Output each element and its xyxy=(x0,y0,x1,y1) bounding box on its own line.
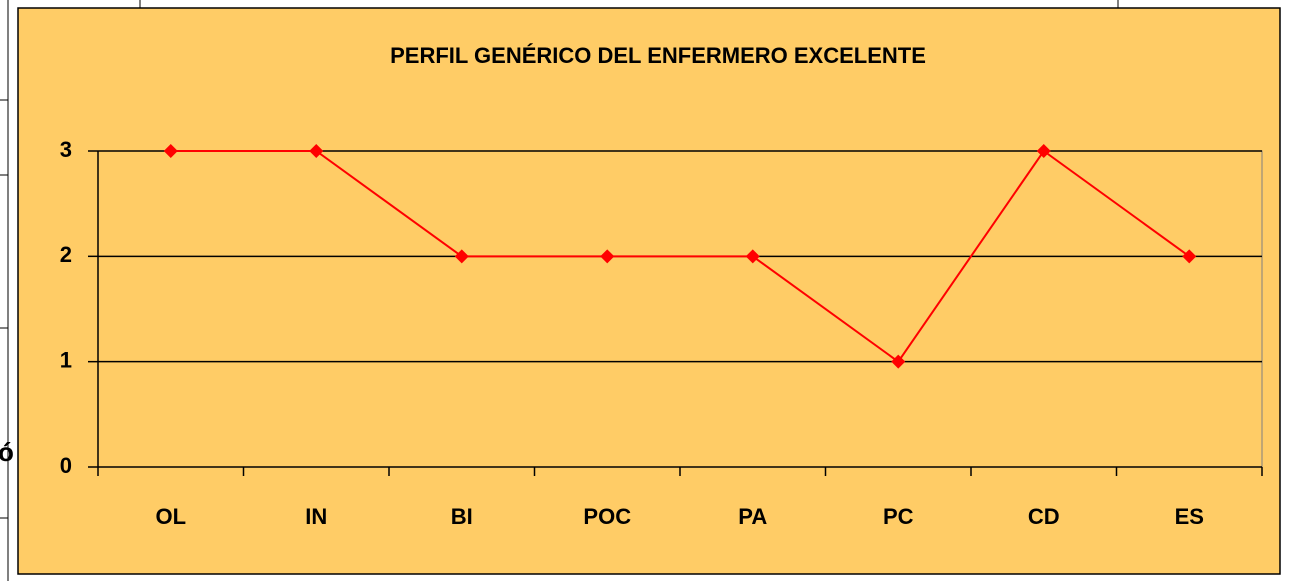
marker xyxy=(891,354,906,369)
x-tick-label: ES xyxy=(1175,504,1204,529)
y-tick-label: 2 xyxy=(60,242,72,267)
x-tick-label: IN xyxy=(305,504,327,529)
x-tick-label: OL xyxy=(155,504,186,529)
y-tick-label: 1 xyxy=(60,347,72,372)
chart-area xyxy=(17,7,1281,575)
x-tick-label: CD xyxy=(1028,504,1060,529)
marker xyxy=(600,249,615,264)
series-line xyxy=(170,149,1190,364)
x-tick-label: BI xyxy=(451,504,473,529)
marker xyxy=(1036,144,1051,158)
marker xyxy=(1182,249,1197,264)
x-tick-label: PC xyxy=(883,504,914,529)
marker xyxy=(309,144,324,158)
marker xyxy=(163,144,178,158)
document-fragment: ó xyxy=(0,437,14,467)
x-tick-label: POC xyxy=(583,504,631,529)
document-table-lines xyxy=(0,0,1119,581)
y-tick-label: 0 xyxy=(60,453,72,478)
marker xyxy=(454,249,469,264)
x-tick-label: PA xyxy=(738,504,767,529)
y-tick-label: 3 xyxy=(60,137,72,162)
chart-title: PERFIL GENÉRICO DEL ENFERMERO EXCELENTE xyxy=(390,43,926,68)
marker xyxy=(745,249,760,264)
